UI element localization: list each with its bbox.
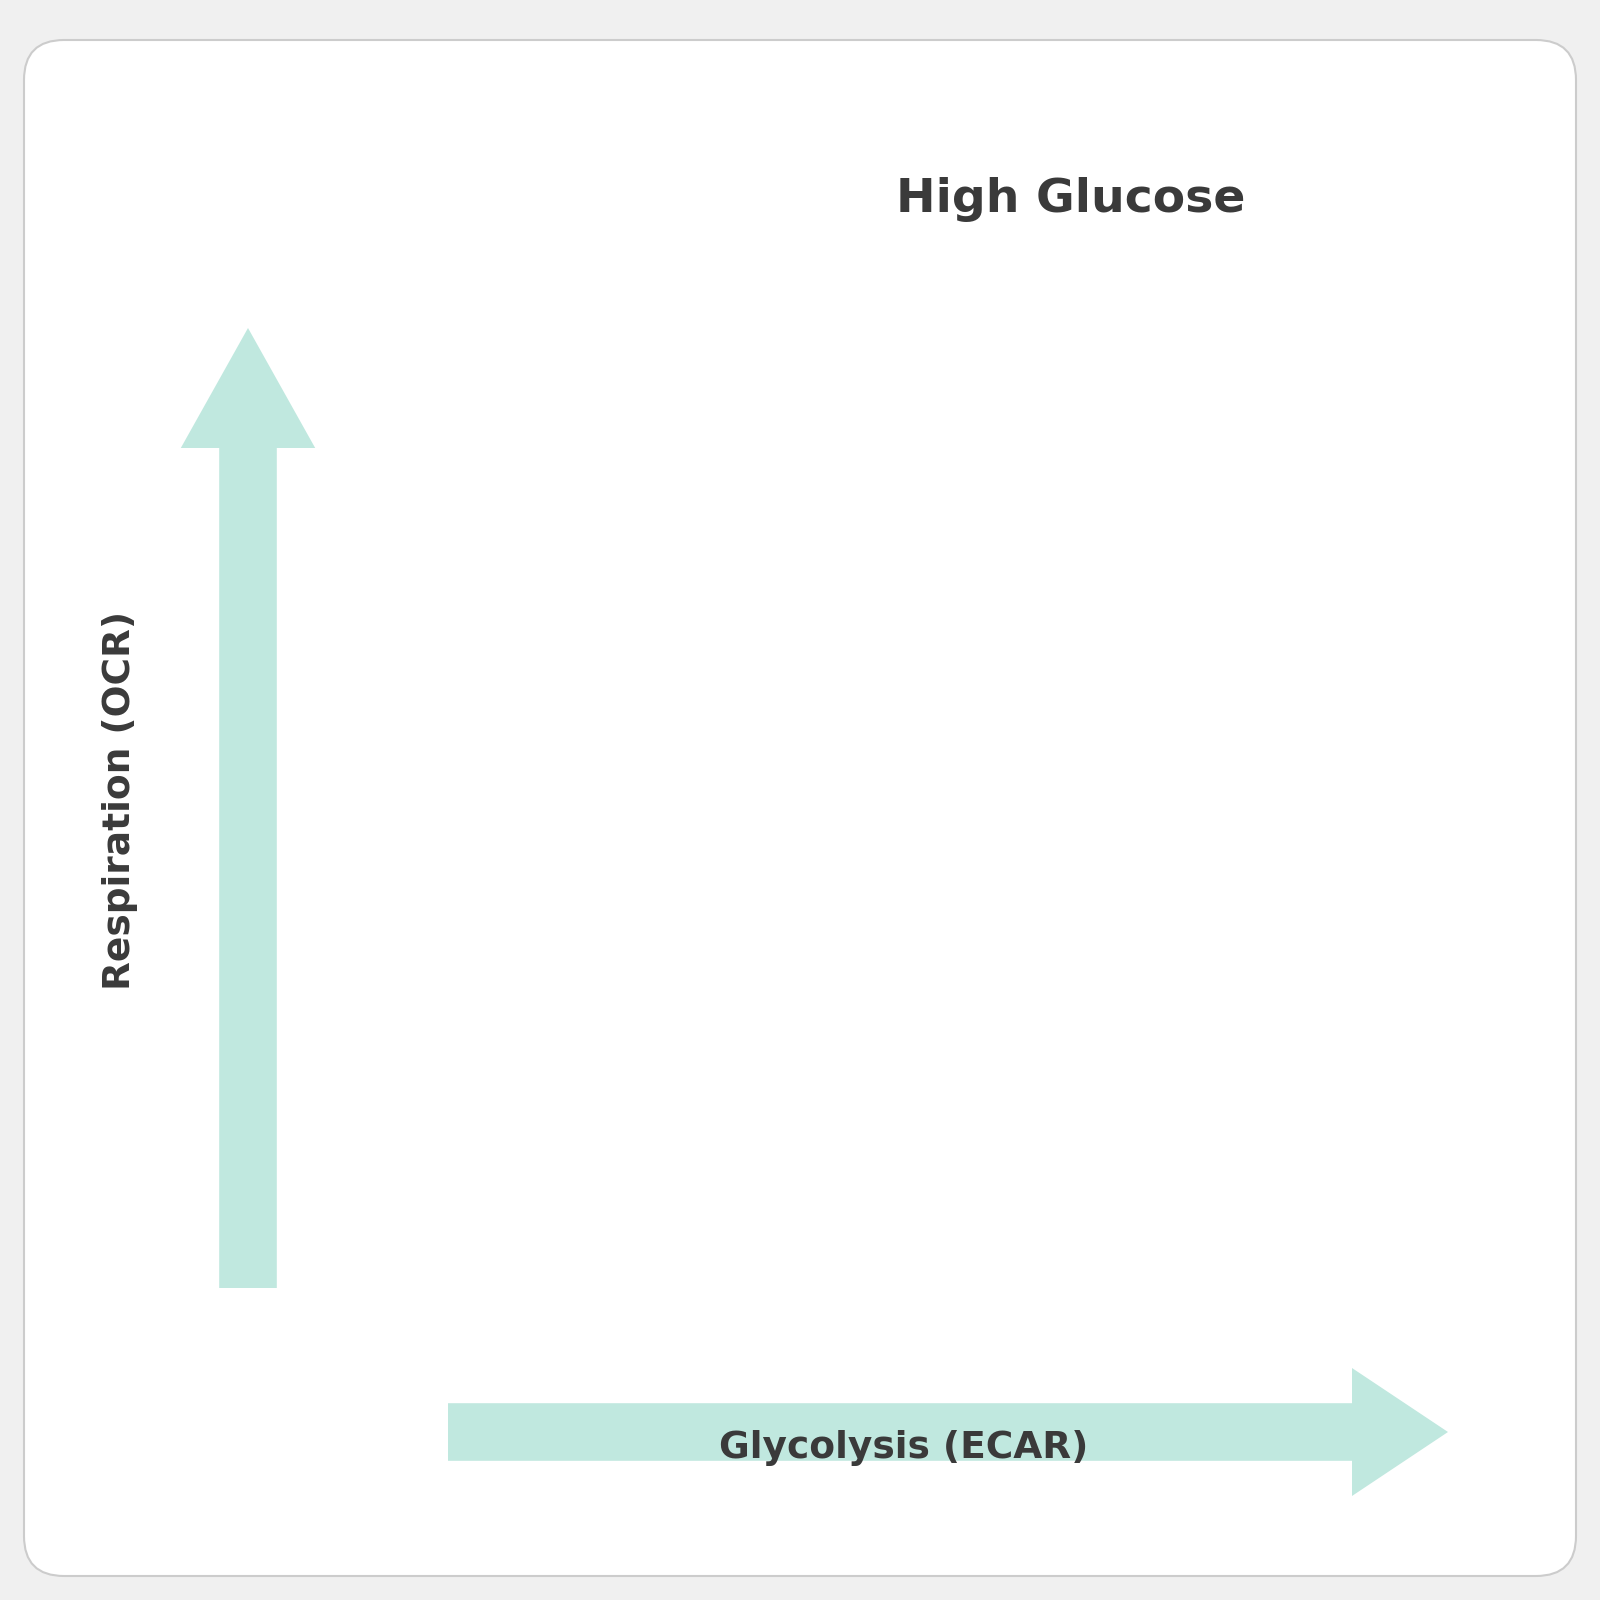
Text: Low metabolic activity: Low metabolic activity <box>552 1213 848 1238</box>
Text: Respiration (OCR): Respiration (OCR) <box>102 611 138 989</box>
Bar <box>952 336 1456 816</box>
Text: High Glucose: High Glucose <box>896 178 1245 222</box>
Text: High metabolic activity: High metabolic activity <box>1051 394 1357 419</box>
Text: “Aerobic Phenotype”: “Aerobic Phenotype” <box>563 394 837 419</box>
Bar <box>448 336 952 816</box>
Text: Glycolysis (ECAR): Glycolysis (ECAR) <box>720 1430 1088 1466</box>
Polygon shape <box>181 328 315 1288</box>
FancyBboxPatch shape <box>24 40 1576 1576</box>
Bar <box>448 816 952 1296</box>
Polygon shape <box>448 1368 1448 1496</box>
Bar <box>952 816 1456 1296</box>
Text: “Glycolytic Phenotype”: “Glycolytic Phenotype” <box>1051 1213 1357 1238</box>
